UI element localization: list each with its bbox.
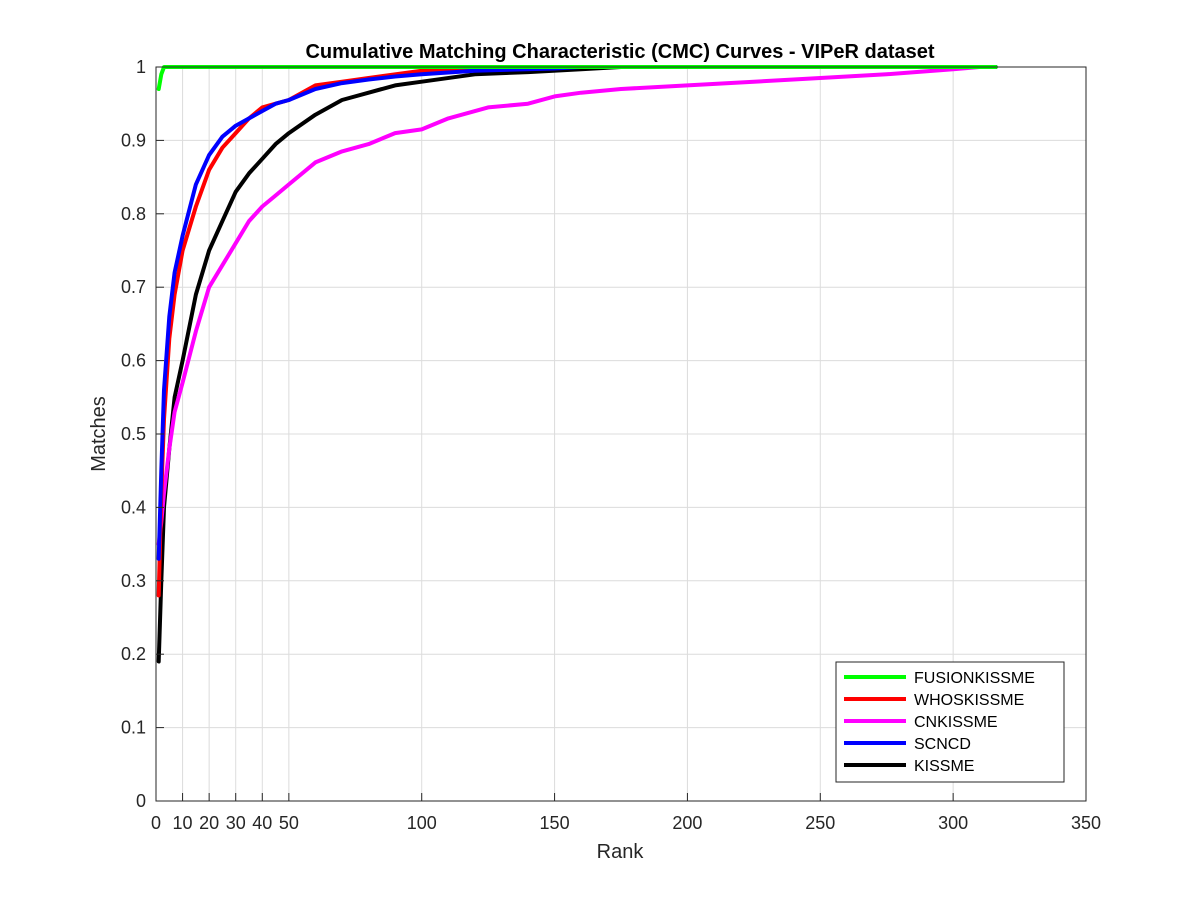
grid [156,67,1086,801]
legend: FUSIONKISSME WHOSKISSME CNKISSME SCNCD KISSM… [835,661,1065,783]
y-tick-label: 0.7 [121,277,146,297]
legend-entry: KISSME [914,758,974,775]
legend-entry: SCNCD [914,736,971,753]
x-tick-label: 0 [151,813,161,833]
y-tick-label: 1 [136,57,146,77]
series-line-cnkissme [156,65,982,547]
series-lines [156,65,998,664]
legend-entry: WHOSKISSME [914,692,1024,709]
x-tick-label: 20 [199,813,219,833]
y-axis-label: Matches [88,396,110,472]
legend-entry: CNKISSME [914,714,998,731]
axis-ticks: 0 10 20 30 40 50 100 150 200 250 300 350 0 0.1 0.2 0.3 0… [121,57,1101,833]
x-tick-label: 300 [938,813,968,833]
chart-title: Cumulative Matching Characteristic (CMC)… [305,41,934,63]
series-line-kissme [156,65,998,664]
y-tick-label: 0.9 [121,130,146,150]
legend-entry: FUSIONKISSME [914,670,1035,687]
x-tick-label: 350 [1071,813,1101,833]
y-tick-label: 0 [136,791,146,811]
x-tick-label: 150 [540,813,570,833]
y-tick-label: 0.2 [121,644,146,664]
y-tick-label: 0.8 [121,204,146,224]
y-tick-label: 0.6 [121,351,146,371]
x-tick-label: 30 [226,813,246,833]
x-tick-label: 50 [279,813,299,833]
y-tick-label: 0.1 [121,718,146,738]
x-tick-label: 250 [805,813,835,833]
x-tick-label: 10 [173,813,193,833]
y-tick-label: 0.5 [121,424,146,444]
x-tick-label: 100 [407,813,437,833]
x-tick-label: 40 [252,813,272,833]
x-axis-label: Rank [597,841,645,863]
x-tick-label: 200 [672,813,702,833]
y-tick-label: 0.3 [121,571,146,591]
y-tick-label: 0.4 [121,497,146,517]
series-line-whoskissme [156,65,998,598]
